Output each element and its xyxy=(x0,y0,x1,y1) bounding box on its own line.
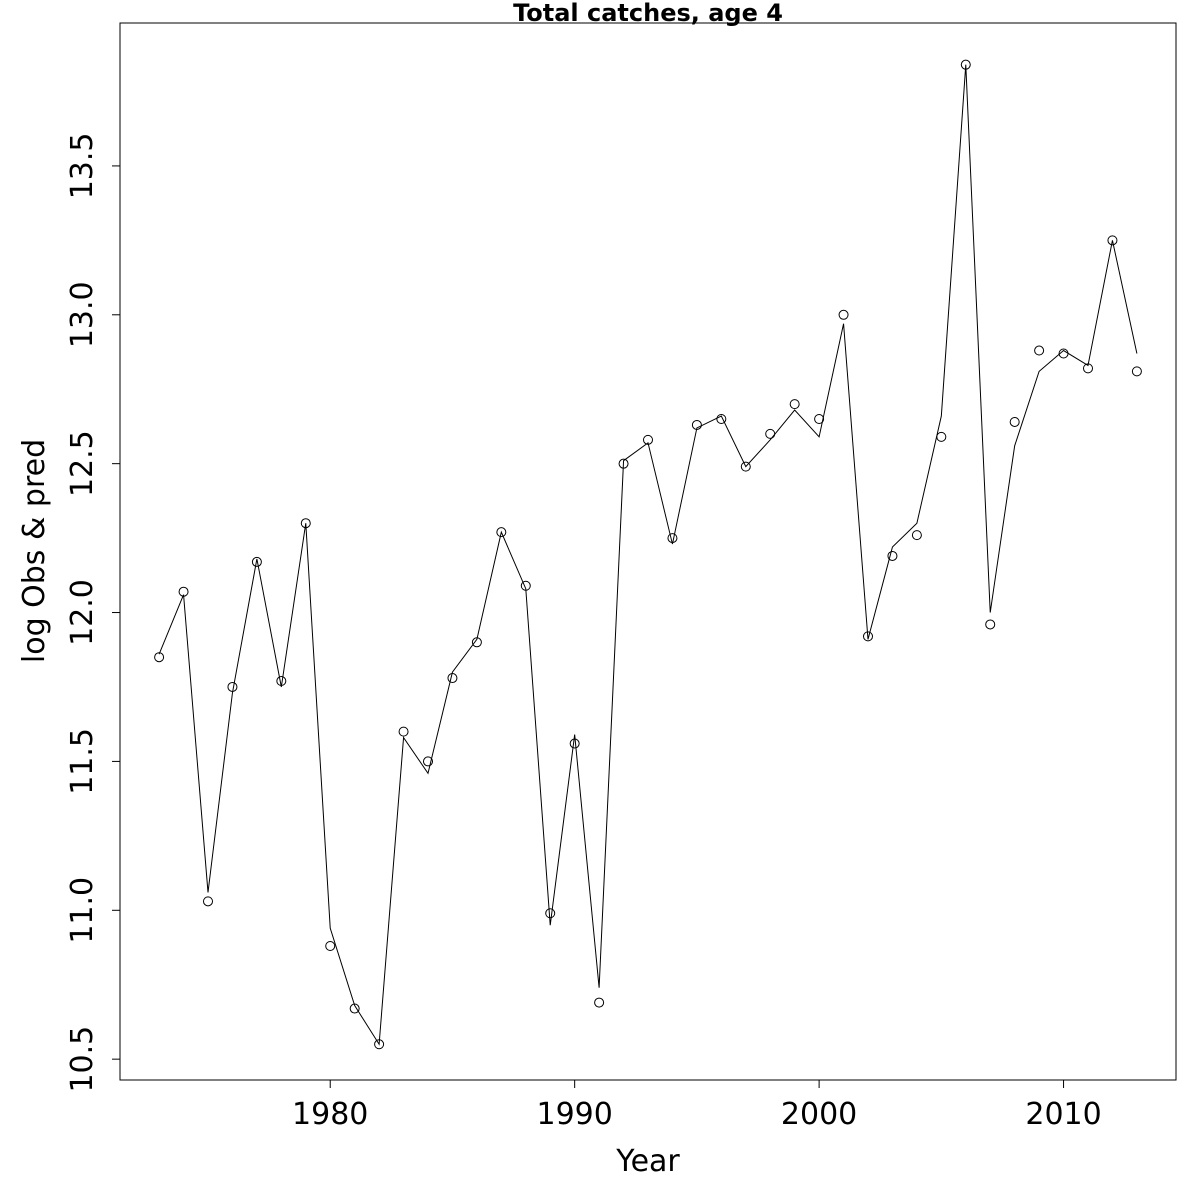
observed-point xyxy=(594,997,605,1008)
observed-point xyxy=(154,652,165,663)
observed-point xyxy=(716,414,727,424)
observed-point xyxy=(1009,416,1020,427)
observed-point xyxy=(936,431,947,442)
observed-point xyxy=(545,908,556,919)
y-tick-label: 12.0 xyxy=(65,579,100,646)
x-tick-label: 1990 xyxy=(536,1097,612,1132)
observed-point xyxy=(691,419,702,430)
observed-point xyxy=(203,896,213,907)
y-tick-label: 12.5 xyxy=(65,430,100,497)
y-axis: 10.5 11.0 11.5 12.0 12.5 13.0 13.5 xyxy=(65,133,121,1093)
observed-point xyxy=(447,673,458,684)
observed-point xyxy=(374,1039,385,1050)
observed-point xyxy=(765,428,776,439)
y-tick-label: 10.5 xyxy=(65,1026,100,1093)
observed-point xyxy=(814,414,825,424)
observed-point xyxy=(276,676,287,687)
x-tick-label: 1980 xyxy=(292,1097,368,1132)
x-tick-label: 2010 xyxy=(1025,1097,1101,1132)
observed-point xyxy=(1107,235,1118,246)
y-tick-label: 13.5 xyxy=(65,133,100,200)
observed-point xyxy=(325,941,336,952)
observed-point xyxy=(911,530,922,541)
observed-point xyxy=(985,619,996,630)
x-tick-label: 2000 xyxy=(781,1097,857,1132)
observed-point xyxy=(227,681,238,692)
y-tick-label: 11.0 xyxy=(65,877,100,944)
observed-point xyxy=(1131,366,1142,377)
observed-point xyxy=(863,631,873,642)
y-axis-label: log Obs & pred xyxy=(17,439,52,663)
observed-point xyxy=(1034,345,1045,356)
observed-series-points xyxy=(154,59,1142,1050)
observed-point xyxy=(471,637,482,648)
predicted-series-line xyxy=(158,64,1138,1046)
observed-point xyxy=(643,434,653,445)
plot-frame xyxy=(119,22,1177,1081)
observed-point xyxy=(838,309,849,320)
observed-point xyxy=(569,738,580,749)
observed-point xyxy=(740,461,751,472)
observed-point xyxy=(178,586,189,597)
observed-point xyxy=(300,518,311,529)
observed-point xyxy=(1083,363,1093,374)
observed-point xyxy=(520,580,531,591)
observed-point xyxy=(887,550,898,561)
observed-point xyxy=(1058,348,1069,359)
observed-point xyxy=(251,556,262,567)
y-tick-label: 11.5 xyxy=(65,728,100,795)
observed-point xyxy=(960,59,971,70)
observed-point xyxy=(667,533,678,544)
observed-point xyxy=(398,726,409,737)
y-tick-label: 13.0 xyxy=(65,281,100,348)
observed-point xyxy=(618,458,629,469)
observed-point xyxy=(349,1003,360,1014)
x-axis-label: Year xyxy=(615,1144,680,1179)
observed-point xyxy=(789,399,800,410)
x-axis: 1980 1990 2000 2010 xyxy=(292,1079,1102,1132)
observed-point xyxy=(423,756,433,767)
observed-point xyxy=(496,527,507,538)
